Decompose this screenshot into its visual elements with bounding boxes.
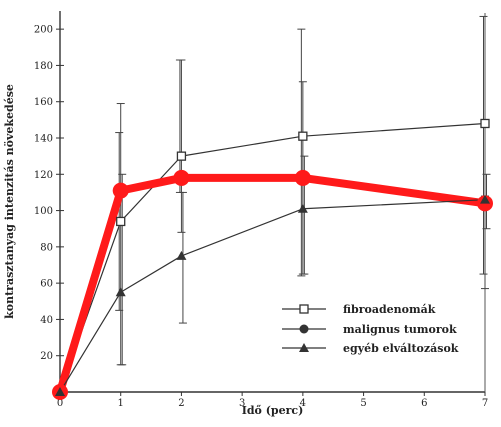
data-point-triangle: [297, 203, 308, 213]
legend: fibroadenomák malignus tumorok egyéb elvál…: [282, 303, 459, 355]
y-tick-label: 120: [34, 170, 53, 181]
y-tick-label: 160: [34, 97, 53, 108]
data-point-square: [176, 151, 187, 161]
x-tick-label: 5: [360, 398, 366, 409]
data-point-circle: [294, 169, 311, 186]
data-point-triangle: [176, 250, 187, 260]
legend-label: egyéb elváltozások: [343, 342, 459, 355]
data-point-square: [298, 131, 308, 141]
x-tick-label: 0: [57, 398, 63, 409]
y-tick-label: 40: [40, 315, 53, 326]
data-point-circle: [112, 182, 129, 199]
y-tick-label: 20: [40, 351, 53, 362]
axes: 20 40 60 80 100 120 140 160 180 200 0 1 2 3 4 5 6 7: [34, 11, 488, 409]
legend-label: fibroadenomák: [343, 303, 436, 316]
y-axis-title: kontrasztanyag intenzitás növekedése: [3, 84, 16, 319]
series-markers: [52, 118, 493, 400]
data-point-triangle: [480, 194, 490, 204]
x-tick-label: 2: [178, 398, 184, 409]
data-point-triangle: [55, 387, 65, 396]
x-tick-label: 4: [300, 398, 306, 409]
y-tick-label: 200: [34, 25, 53, 36]
y-tick-label: 140: [34, 134, 53, 145]
data-point-triangle: [115, 287, 126, 297]
y-tick-label: 100: [34, 206, 53, 217]
x-axis-title: Idő (perc): [242, 404, 304, 417]
x-tick-label: 3: [239, 398, 245, 409]
x-tick-label: 6: [421, 398, 427, 409]
data-point-circle: [173, 169, 190, 186]
x-tick-label: 7: [482, 398, 488, 409]
series-line: [56, 173, 489, 396]
y-tick-label: 180: [34, 61, 53, 72]
data-point-square: [116, 216, 126, 227]
x-tick-label: 1: [118, 398, 124, 409]
legend-label: malignus tumorok: [343, 323, 457, 336]
y-tick-label: 60: [40, 279, 53, 290]
legend-marker-square: [299, 304, 309, 314]
legend-marker-circle: [299, 324, 309, 334]
legend-marker-triangle: [299, 343, 309, 352]
data-point-square: [480, 118, 490, 129]
y-tick-label: 80: [40, 242, 53, 253]
